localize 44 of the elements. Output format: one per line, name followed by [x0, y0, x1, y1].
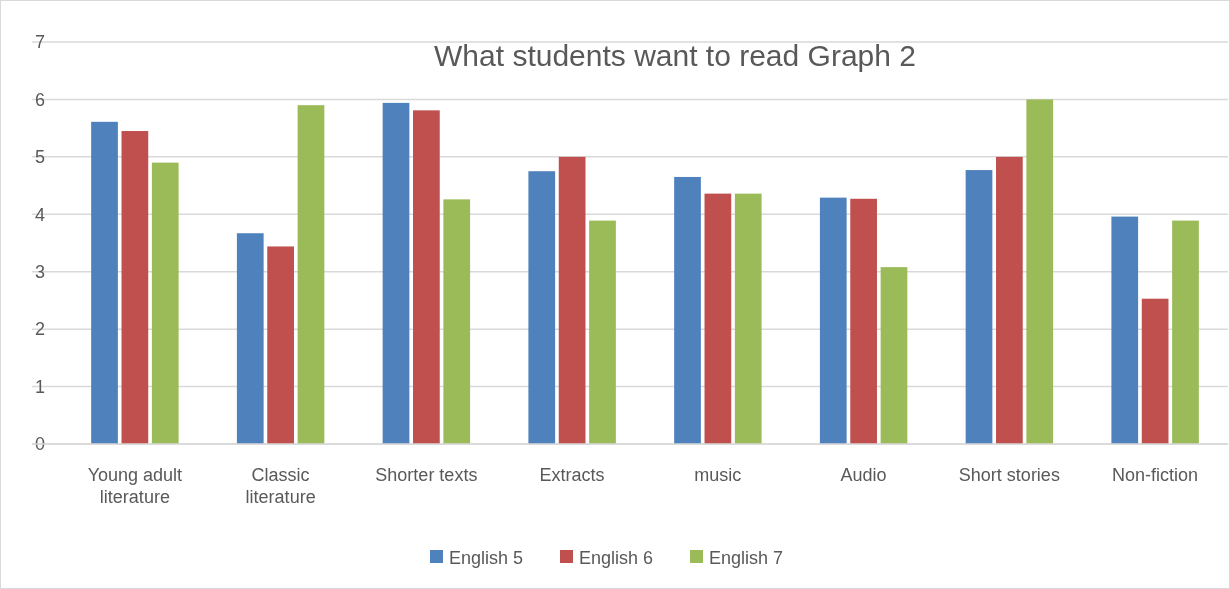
x-tick-label: Young adult literature	[87, 465, 183, 507]
chart-title: What students want to read Graph 2	[434, 39, 916, 72]
x-tick-label: Short stories	[958, 465, 1060, 485]
x-tick-label: music	[694, 465, 742, 485]
y-tick-label: 2	[34, 319, 46, 340]
x-tick-label: Non-fiction	[1112, 465, 1199, 485]
x-tick-label: Classic literature	[245, 465, 316, 507]
bar	[1111, 216, 1139, 444]
y-tick-label: 5	[34, 147, 46, 168]
y-tick-label: 4	[34, 204, 46, 225]
bar	[674, 176, 701, 444]
bar	[297, 105, 325, 444]
bar	[704, 193, 732, 444]
bar	[91, 121, 118, 444]
legend-label: English 7	[709, 548, 784, 569]
legend-label: English 6	[579, 548, 654, 569]
bar	[413, 110, 440, 444]
x-tick-label: Extracts	[539, 465, 605, 485]
x-tick-label: Shorter texts	[375, 465, 478, 485]
bar	[1141, 298, 1169, 444]
y-tick-label: 6	[34, 89, 46, 110]
bar	[151, 162, 179, 444]
y-tick-label: 7	[34, 32, 46, 53]
bar	[1026, 99, 1054, 444]
bar	[267, 246, 294, 444]
bar	[965, 170, 993, 444]
bar	[443, 199, 471, 444]
bar	[996, 156, 1023, 444]
bar	[1172, 220, 1199, 444]
legend-label: English 5	[449, 548, 524, 569]
bar	[819, 197, 847, 444]
x-tick-label: Audio	[840, 465, 887, 485]
bar	[589, 220, 616, 444]
bar	[121, 131, 149, 444]
bar	[850, 198, 877, 444]
bar	[382, 102, 410, 444]
bar	[558, 156, 586, 444]
bar	[734, 193, 762, 444]
y-tick-label: 3	[34, 262, 46, 283]
bar	[236, 233, 264, 444]
y-tick-label: 1	[34, 376, 46, 397]
bar	[880, 267, 908, 444]
y-tick-label: 0	[34, 434, 46, 455]
bar	[528, 171, 556, 444]
